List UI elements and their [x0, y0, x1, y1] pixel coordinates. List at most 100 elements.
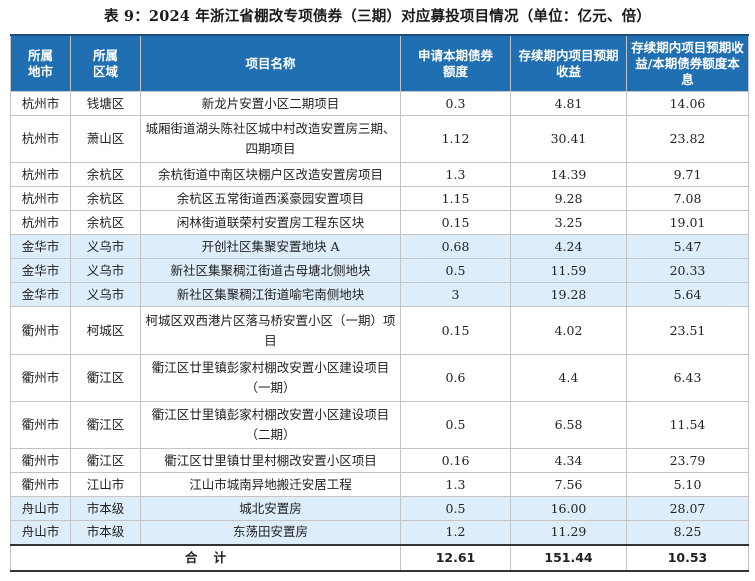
- district-cell: 萧山区: [70, 115, 141, 163]
- amount-cell: 0.15: [400, 306, 511, 355]
- project-cell: 江山市城南异地搬迁安居工程: [140, 472, 401, 497]
- ratio-cell: 5.10: [626, 472, 749, 497]
- header-project: 项目名称: [140, 34, 401, 92]
- ratio-cell: 6.43: [626, 354, 749, 402]
- table-row: 舟山市 市本级 东荡田安置房 1.2 11.29 8.25: [10, 520, 749, 545]
- city-cell: 金华市: [10, 234, 71, 259]
- project-cell: 衢江区廿里镇彭家村棚改安置小区建设项目（二期）: [140, 401, 401, 449]
- ratio-cell: 23.79: [626, 448, 749, 473]
- district-cell: 余杭区: [70, 210, 141, 235]
- header-city: 所属地市: [10, 34, 71, 92]
- ratio-cell: 5.47: [626, 234, 749, 259]
- district-cell: 衢江区: [70, 354, 141, 402]
- income-cell: 30.41: [510, 115, 627, 163]
- project-cell: 衢江区廿里镇廿里村棚改安置小区项目: [140, 448, 401, 473]
- district-cell: 市本级: [70, 520, 141, 545]
- header-row: 所属地市 所属区域 项目名称 申请本期债券额度 存续期内项目预期收益 存续期内项…: [10, 34, 749, 92]
- amount-cell: 1.2: [400, 520, 511, 545]
- total-ratio: 10.53: [626, 543, 749, 572]
- district-cell: 衢江区: [70, 448, 141, 473]
- income-cell: 9.28: [510, 186, 627, 211]
- header-district: 所属区域: [70, 34, 141, 92]
- city-cell: 杭州市: [10, 91, 71, 116]
- total-label: 合计: [10, 543, 401, 572]
- total-row: 合计 12.61 151.44 10.53: [10, 543, 749, 572]
- city-cell: 金华市: [10, 282, 71, 307]
- table-row: 衢州市 柯城区 柯城区双西港片区落马桥安置小区（一期）项目 0.15 4.02 …: [10, 306, 749, 355]
- amount-cell: 1.3: [400, 162, 511, 187]
- table-row: 金华市 义乌市 新社区集聚稠江街道古母塘北侧地块 0.5 11.59 20.33: [10, 258, 749, 283]
- income-cell: 4.34: [510, 448, 627, 473]
- amount-cell: 0.15: [400, 210, 511, 235]
- district-cell: 柯城区: [70, 306, 141, 355]
- ratio-cell: 23.82: [626, 115, 749, 163]
- district-cell: 义乌市: [70, 282, 141, 307]
- income-cell: 7.56: [510, 472, 627, 497]
- city-cell: 杭州市: [10, 162, 71, 187]
- amount-cell: 3: [400, 282, 511, 307]
- header-income: 存续期内项目预期收益: [510, 34, 627, 92]
- city-cell: 衢州市: [10, 448, 71, 473]
- income-cell: 19.28: [510, 282, 627, 307]
- table-row: 杭州市 余杭区 闲林街道联荣村安置房工程东区块 0.15 3.25 19.01: [10, 210, 749, 235]
- city-cell: 舟山市: [10, 520, 71, 545]
- district-cell: 义乌市: [70, 234, 141, 259]
- city-cell: 衢州市: [10, 401, 71, 449]
- amount-cell: 0.5: [400, 258, 511, 283]
- amount-cell: 0.6: [400, 354, 511, 402]
- project-cell: 余杭街道中南区块棚户区改造安置房项目: [140, 162, 401, 187]
- city-cell: 衢州市: [10, 472, 71, 497]
- income-cell: 14.39: [510, 162, 627, 187]
- project-cell: 余杭区五常街道西溪豪园安置项目: [140, 186, 401, 211]
- project-cell: 城厢街道湖头陈社区城中村改造安置房三期、四期项目: [140, 115, 401, 163]
- income-cell: 3.25: [510, 210, 627, 235]
- district-cell: 钱塘区: [70, 91, 141, 116]
- table-row: 金华市 义乌市 新社区集聚稠江街道喻宅南侧地块 3 19.28 5.64: [10, 282, 749, 307]
- district-cell: 义乌市: [70, 258, 141, 283]
- amount-cell: 1.12: [400, 115, 511, 163]
- ratio-cell: 11.54: [626, 401, 749, 449]
- project-cell: 城北安置房: [140, 496, 401, 521]
- ratio-cell: 5.64: [626, 282, 749, 307]
- amount-cell: 0.16: [400, 448, 511, 473]
- ratio-cell: 7.08: [626, 186, 749, 211]
- amount-cell: 0.5: [400, 496, 511, 521]
- district-cell: 余杭区: [70, 186, 141, 211]
- table-row: 衢州市 衢江区 衢江区廿里镇彭家村棚改安置小区建设项目（二期） 0.5 6.58…: [10, 401, 749, 449]
- income-cell: 4.4: [510, 354, 627, 402]
- amount-cell: 1.15: [400, 186, 511, 211]
- project-cell: 新社区集聚稠江街道古母塘北侧地块: [140, 258, 401, 283]
- income-cell: 16.00: [510, 496, 627, 521]
- ratio-cell: 23.51: [626, 306, 749, 355]
- city-cell: 舟山市: [10, 496, 71, 521]
- income-cell: 11.29: [510, 520, 627, 545]
- income-cell: 4.81: [510, 91, 627, 116]
- table-row: 衢州市 衢江区 衢江区廿里镇彭家村棚改安置小区建设项目（一期） 0.6 4.4 …: [10, 354, 749, 402]
- ratio-cell: 9.71: [626, 162, 749, 187]
- project-cell: 东荡田安置房: [140, 520, 401, 545]
- amount-cell: 1.3: [400, 472, 511, 497]
- district-cell: 市本级: [70, 496, 141, 521]
- table-caption: 表 9：2024 年浙江省棚改专项债券（三期）对应募投项目情况（单位：亿元、倍）: [103, 8, 652, 25]
- amount-cell: 0.5: [400, 401, 511, 449]
- ratio-cell: 28.07: [626, 496, 749, 521]
- city-cell: 衢州市: [10, 354, 71, 402]
- district-cell: 余杭区: [70, 162, 141, 187]
- project-cell: 衢江区廿里镇彭家村棚改安置小区建设项目（一期）: [140, 354, 401, 402]
- project-table: 所属地市 所属区域 项目名称 申请本期债券额度 存续期内项目预期收益 存续期内项…: [10, 34, 749, 572]
- project-cell: 新龙片安置小区二期项目: [140, 91, 401, 116]
- table-row: 衢州市 衢江区 衢江区廿里镇廿里村棚改安置小区项目 0.16 4.34 23.7…: [10, 448, 749, 473]
- district-cell: 江山市: [70, 472, 141, 497]
- header-amount: 申请本期债券额度: [400, 34, 511, 92]
- total-amount: 12.61: [400, 543, 511, 572]
- table-row: 杭州市 钱塘区 新龙片安置小区二期项目 0.3 4.81 14.06: [10, 91, 749, 116]
- income-cell: 4.24: [510, 234, 627, 259]
- city-cell: 杭州市: [10, 210, 71, 235]
- district-cell: 衢江区: [70, 401, 141, 449]
- table-row: 杭州市 余杭区 余杭街道中南区块棚户区改造安置房项目 1.3 14.39 9.7…: [10, 162, 749, 187]
- project-cell: 闲林街道联荣村安置房工程东区块: [140, 210, 401, 235]
- income-cell: 11.59: [510, 258, 627, 283]
- project-cell: 新社区集聚稠江街道喻宅南侧地块: [140, 282, 401, 307]
- table-row: 舟山市 市本级 城北安置房 0.5 16.00 28.07: [10, 496, 749, 521]
- income-cell: 4.02: [510, 306, 627, 355]
